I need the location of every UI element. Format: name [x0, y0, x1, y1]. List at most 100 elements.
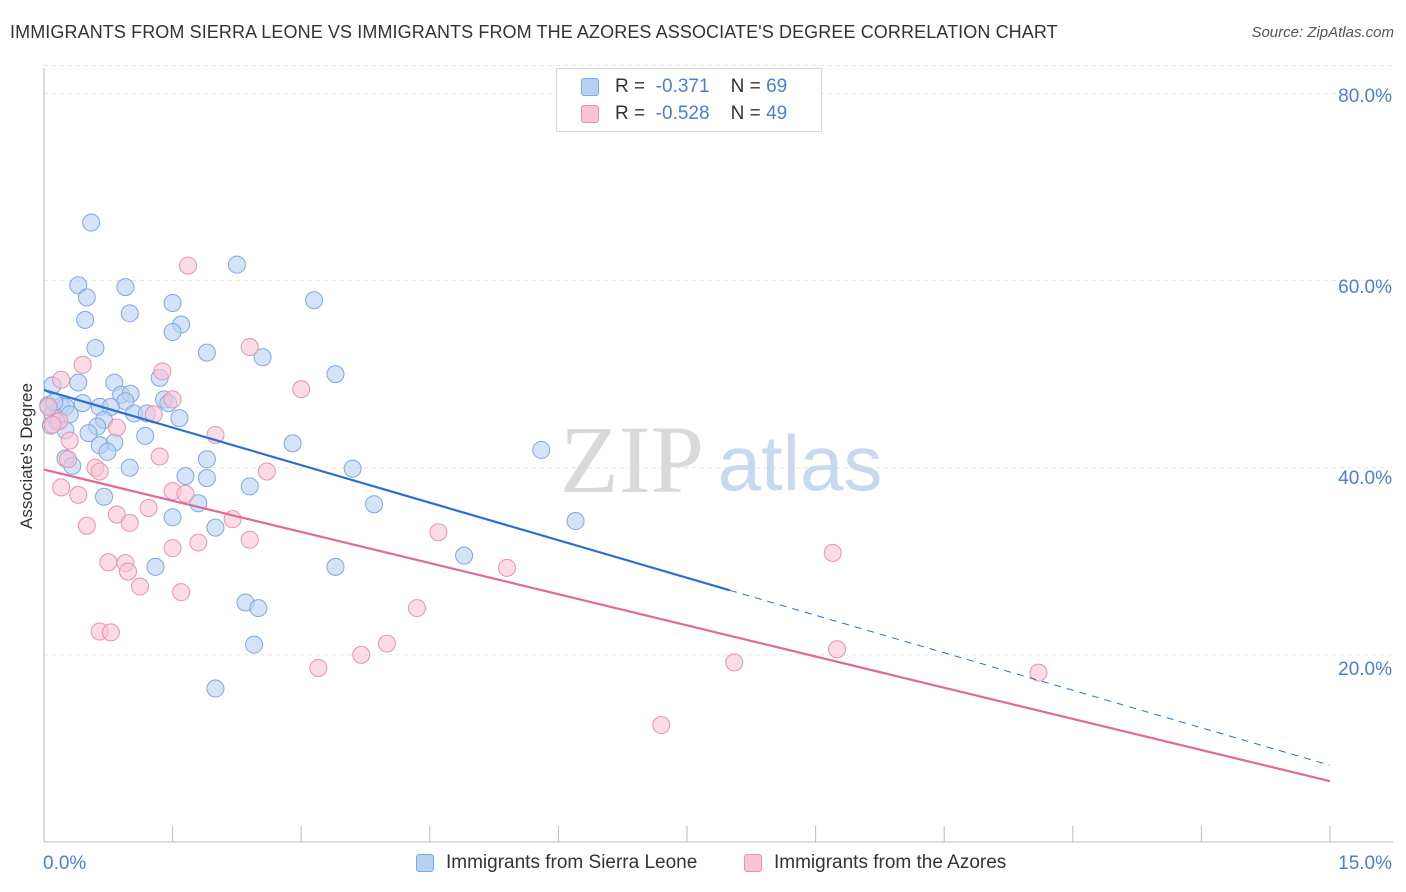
point-azores	[176, 484, 195, 503]
bottom-legend-sierra-leone: Immigrants from Sierra Leone	[416, 852, 697, 874]
point-sierra-leone	[343, 459, 362, 478]
watermark-zip: ZIP	[560, 406, 704, 513]
point-azores	[99, 553, 118, 572]
trend-line-sierra-leone	[43, 388, 731, 592]
point-azores	[377, 634, 396, 653]
point-sierra-leone	[455, 546, 474, 565]
point-sierra-leone	[163, 294, 182, 313]
point-sierra-leone	[136, 426, 155, 445]
legend: R = -0.371 N = 69 R = -0.528 N = 49	[556, 68, 822, 132]
legend-n-label: N =	[730, 76, 761, 97]
point-sierra-leone	[283, 434, 302, 453]
point-sierra-leone	[249, 599, 268, 618]
point-sierra-leone	[146, 557, 165, 576]
gridlines	[44, 64, 1393, 656]
bottom-legend-swatch-azores	[744, 854, 762, 872]
point-azores	[828, 640, 847, 659]
trend-line-sierra-leone-extension	[729, 589, 1331, 766]
chart-title: IMMIGRANTS FROM SIERRA LEONE VS IMMIGRAN…	[10, 22, 1058, 42]
point-sierra-leone	[77, 288, 96, 307]
x-tick-label: 15.0%	[1338, 853, 1392, 874]
point-azores	[429, 523, 448, 542]
y-tick-label: 20.0%	[1338, 659, 1392, 680]
x-tick-label: 0.0%	[43, 853, 87, 874]
point-azores	[77, 516, 96, 535]
watermark-atlas: atlas	[718, 419, 883, 507]
point-sierra-leone	[86, 338, 105, 357]
point-azores	[189, 533, 208, 552]
point-sierra-leone	[69, 373, 88, 392]
point-sierra-leone	[305, 291, 324, 310]
point-azores	[163, 539, 182, 558]
legend-n-value: 49	[766, 103, 788, 124]
point-sierra-leone	[98, 442, 117, 461]
point-azores	[90, 462, 109, 481]
point-azores	[172, 583, 191, 602]
point-sierra-leone	[240, 477, 259, 496]
point-azores	[240, 338, 259, 357]
point-sierra-leone	[253, 348, 272, 367]
point-sierra-leone	[206, 518, 225, 537]
point-azores	[257, 462, 276, 481]
point-azores	[153, 362, 172, 381]
legend-r-label: R =	[615, 76, 646, 97]
point-azores	[120, 513, 139, 532]
point-sierra-leone	[206, 679, 225, 698]
point-sierra-leone	[326, 557, 345, 576]
point-sierra-leone	[227, 255, 246, 274]
bottom-legend-label: Immigrants from Sierra Leone	[446, 852, 698, 873]
legend-row-azores: R = -0.528 N = 49	[581, 102, 787, 126]
point-sierra-leone	[116, 278, 135, 297]
series-azores-points	[39, 256, 1048, 735]
point-azores	[292, 380, 311, 399]
point-azores	[139, 498, 158, 517]
point-sierra-leone	[120, 458, 139, 477]
point-sierra-leone	[163, 323, 182, 342]
point-azores	[309, 658, 328, 677]
point-azores	[823, 543, 842, 562]
point-azores	[73, 355, 92, 374]
axes	[43, 68, 1393, 843]
source-credit: Source: ZipAtlas.com	[1251, 24, 1394, 41]
legend-n-value: 69	[766, 76, 788, 97]
y-tick-label: 40.0%	[1338, 468, 1392, 489]
point-azores	[59, 450, 78, 469]
y-axis-label: Associate's Degree	[17, 383, 36, 529]
point-sierra-leone	[95, 487, 114, 506]
point-azores	[39, 397, 58, 416]
y-tick-label: 60.0%	[1338, 277, 1392, 298]
point-sierra-leone	[532, 440, 551, 459]
legend-n-label: N =	[730, 103, 761, 124]
point-azores	[407, 599, 426, 618]
point-azores	[107, 418, 126, 437]
point-azores	[240, 530, 259, 549]
point-azores	[131, 577, 150, 596]
bottom-legend-azores: Immigrants from the Azores	[744, 852, 1006, 874]
point-sierra-leone	[326, 365, 345, 384]
bottom-legend-swatch-sierra-leone	[416, 854, 434, 872]
point-sierra-leone	[197, 450, 216, 469]
point-azores	[150, 447, 169, 466]
point-azores	[352, 645, 371, 664]
bottom-legend-label: Immigrants from the Azores	[774, 852, 1007, 873]
y-tick-label: 80.0%	[1338, 86, 1392, 107]
legend-swatch-azores	[581, 105, 599, 123]
point-sierra-leone	[197, 469, 216, 488]
legend-r-value: -0.371	[655, 76, 710, 97]
point-sierra-leone	[163, 508, 182, 527]
legend-row-sierra-leone: R = -0.371 N = 69	[581, 75, 787, 99]
point-azores	[107, 505, 126, 524]
point-azores	[497, 558, 516, 577]
trend-line-azores	[43, 468, 1331, 783]
legend-r-label: R =	[615, 103, 646, 124]
point-sierra-leone	[566, 512, 585, 531]
point-azores	[101, 623, 120, 642]
point-sierra-leone	[79, 424, 98, 443]
point-azores	[43, 415, 62, 434]
legend-r-value: -0.528	[655, 103, 710, 124]
point-azores	[60, 431, 79, 450]
point-azores	[69, 485, 88, 504]
point-sierra-leone	[76, 310, 95, 329]
point-azores	[725, 653, 744, 672]
point-azores	[163, 390, 182, 409]
